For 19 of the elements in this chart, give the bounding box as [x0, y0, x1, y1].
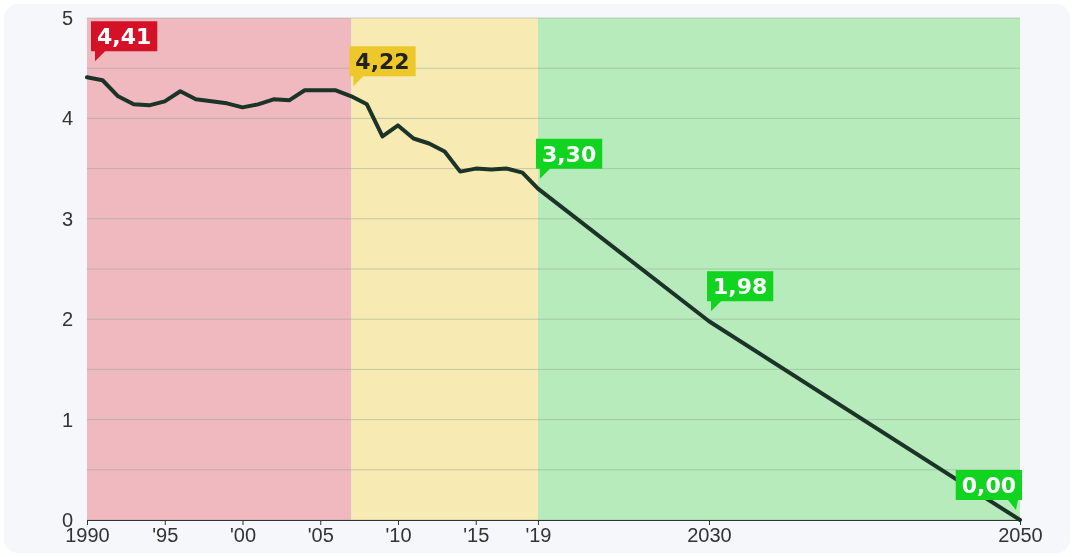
x-tick-label: '19 [525, 524, 552, 547]
annotation: 1,98 [713, 274, 768, 300]
annotation: 3,30 [541, 141, 597, 167]
line-series [85, 75, 1022, 522]
y-tick-label: 5 [61, 6, 73, 29]
x-tick-label: '95 [152, 524, 179, 547]
y-tick-label: 1 [61, 408, 73, 431]
annotation: 4,22 [355, 49, 410, 75]
x-tick-label: '10 [385, 524, 412, 547]
x-tick-label: '15 [463, 524, 490, 547]
y-tick-label: 4 [61, 107, 73, 130]
annotation: 4,41 [97, 24, 152, 50]
x-tick-label: '05 [307, 524, 334, 547]
y-tick-label: 3 [61, 207, 73, 230]
x-tick-label: '00 [229, 524, 257, 547]
y-tick-label: 2 [61, 308, 73, 331]
x-tick-label: 2050 [998, 524, 1043, 547]
annotation: 0,00 [961, 473, 1016, 498]
x-tick-label: 2030 [687, 524, 732, 547]
